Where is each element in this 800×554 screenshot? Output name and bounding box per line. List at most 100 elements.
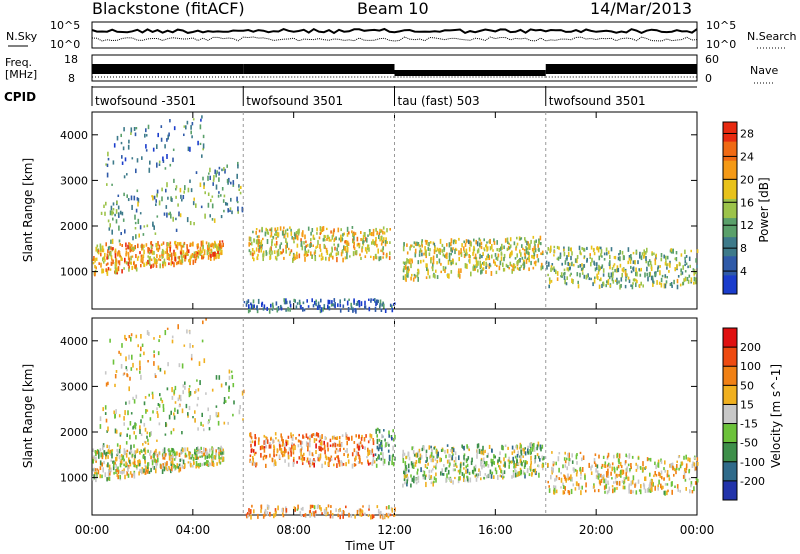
rti-cell — [503, 245, 505, 250]
rti-cell — [149, 263, 151, 266]
rti-cell — [236, 196, 238, 202]
rti-cell — [218, 458, 221, 464]
rti-cell — [326, 238, 328, 241]
rti-cell — [493, 461, 495, 465]
rti-cell — [141, 261, 144, 264]
rti-cell — [673, 468, 676, 472]
rti-cell — [133, 463, 135, 468]
rti-cell — [175, 217, 177, 221]
rti-cell — [117, 205, 120, 210]
rti-cell — [324, 235, 327, 238]
rti-cell — [211, 195, 214, 198]
rti-cell — [168, 452, 170, 456]
rti-cell — [374, 254, 377, 259]
rti-cell — [418, 458, 420, 464]
rti-cell — [149, 450, 152, 454]
colorbar-swatch — [723, 217, 737, 238]
rti-cell — [364, 247, 367, 252]
rti-cell — [488, 240, 490, 244]
rti-cell — [198, 450, 200, 454]
rti-cell — [530, 260, 532, 266]
rti-cell — [266, 228, 269, 233]
rti-cell — [193, 253, 196, 259]
rti-cell — [263, 434, 266, 438]
rti-cell — [202, 424, 204, 427]
rti-cell — [343, 447, 345, 451]
rti-cell — [555, 269, 557, 275]
rti-cell — [438, 258, 441, 264]
rti-cell — [292, 461, 295, 467]
rti-cell — [286, 300, 288, 305]
rti-cell — [253, 461, 256, 466]
rti-cell — [333, 298, 336, 303]
rti-cell — [659, 473, 662, 478]
rti-cell — [586, 246, 588, 250]
rti-cell — [664, 483, 667, 486]
nsearch-tick-bottom: 10^0 — [706, 38, 736, 51]
x-tick-label: 12:00 — [377, 523, 412, 537]
rti-cell — [382, 256, 384, 259]
rti-cell — [171, 387, 173, 393]
rti-cell — [540, 265, 542, 271]
rti-cell — [99, 416, 102, 422]
rti-cell — [402, 453, 404, 459]
rti-cell — [618, 453, 621, 459]
rti-cell — [340, 234, 342, 240]
rti-cell — [144, 396, 147, 399]
rti-cell — [153, 361, 155, 366]
rti-cell — [258, 248, 260, 253]
rti-cell — [303, 457, 306, 461]
rti-cell — [148, 462, 150, 466]
rti-cell — [468, 254, 470, 259]
rti-cell — [158, 451, 161, 455]
rti-cell — [143, 468, 145, 473]
rti-cell — [687, 279, 690, 284]
rti-cell — [380, 457, 383, 461]
rti-cell — [428, 469, 431, 474]
rti-cell — [563, 268, 566, 272]
rti-cell — [326, 250, 329, 255]
rti-cell — [491, 461, 493, 467]
rti-cell — [617, 458, 620, 463]
rti-cell — [194, 258, 197, 264]
rti-cell — [566, 255, 568, 259]
rti-cell — [169, 241, 172, 245]
rti-cell — [124, 450, 127, 456]
rti-cell — [410, 263, 412, 269]
rti-cell — [560, 272, 563, 277]
rti-cell — [285, 441, 288, 447]
rti-cell — [571, 261, 573, 267]
rti-cell — [593, 279, 596, 284]
rti-cell — [358, 434, 360, 438]
rti-cell — [337, 251, 340, 256]
rti-cell — [535, 239, 537, 243]
rti-cell — [464, 242, 467, 247]
rti-cell — [599, 480, 602, 486]
rti-cell — [407, 476, 409, 482]
rti-cell — [582, 455, 585, 461]
rti-cell — [394, 444, 396, 447]
rti-cell — [265, 436, 267, 439]
rti-cell — [685, 463, 688, 468]
rti-cell — [300, 304, 302, 310]
rti-cell — [352, 238, 354, 242]
rti-cell — [527, 445, 529, 449]
rti-cell — [131, 247, 133, 250]
rti-cell — [123, 458, 125, 462]
rti-cell — [121, 343, 123, 348]
rti-cell — [197, 396, 199, 401]
rti-cell — [411, 258, 413, 262]
rti-cell — [156, 407, 158, 411]
rti-cell — [341, 434, 344, 437]
rti-cell — [118, 454, 121, 460]
rti-cell — [560, 275, 562, 278]
rti-cell — [146, 435, 148, 439]
rti-cell — [577, 284, 580, 289]
rti-cell — [664, 469, 666, 473]
rti-cell — [220, 245, 223, 250]
rti-cell — [128, 242, 130, 245]
rti-cell — [520, 264, 523, 268]
rti-cell — [635, 278, 637, 282]
rti-cell — [364, 305, 366, 309]
rti-cell — [456, 465, 458, 469]
